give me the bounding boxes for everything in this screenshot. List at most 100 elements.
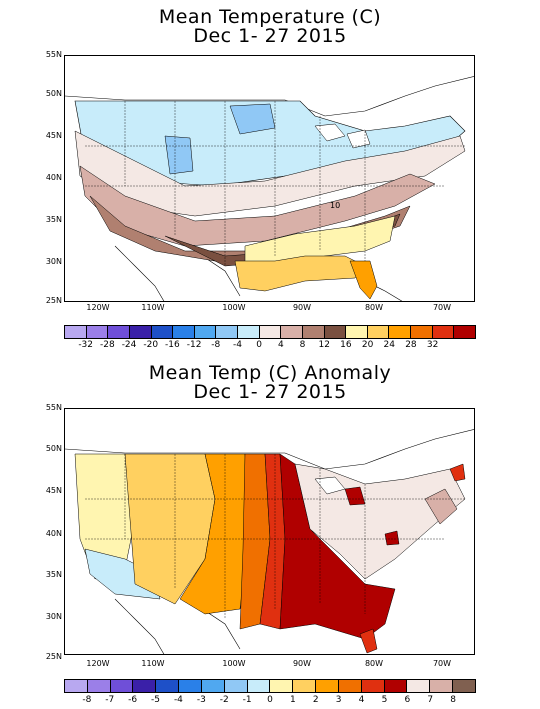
colorbar-swatch	[87, 680, 111, 692]
colorbar-label: -12	[186, 340, 202, 350]
colorbar-label: -24	[121, 340, 137, 350]
panel2-lon-100w: 100W	[222, 659, 246, 668]
colorbar-label: -16	[165, 340, 180, 350]
panel1-lat-50n: 50N	[45, 89, 62, 98]
panel2-lat-40n: 40N	[45, 529, 62, 538]
colorbar-label: 16	[340, 340, 352, 350]
colorbar-swatch	[384, 680, 408, 692]
panel2-lat-35n: 35N	[45, 570, 62, 579]
panel1-lon-90w: 90W	[292, 303, 312, 312]
temperature-colorbar-labels: -32 -28 -24 -20 -16 -12 -8 -4 0 4 8 12 16 20 24 28 32	[0, 341, 540, 353]
colorbar-swatch	[247, 680, 271, 692]
colorbar-label: -2	[219, 695, 229, 705]
colorbar-label: 4	[277, 340, 284, 350]
colorbar-swatch	[216, 326, 238, 338]
panel1-lon-80w: 80W	[364, 303, 384, 312]
colorbar-label: -4	[173, 695, 183, 705]
colorbar-swatch	[259, 326, 282, 338]
colorbar-swatch	[224, 680, 248, 692]
panel1-lat-40n: 40N	[45, 173, 62, 182]
colorbar-label: 12	[318, 340, 330, 350]
panel1-lat-25n: 25N	[45, 296, 62, 305]
colorbar-swatch	[281, 326, 303, 338]
panel2-lat-55n: 55N	[45, 403, 62, 412]
colorbar-label: 8	[299, 340, 306, 350]
colorbar-swatch	[201, 680, 225, 692]
panel1-lat-45n: 45N	[45, 131, 62, 140]
panel2-lon-90w: 90W	[292, 659, 312, 668]
colorbar-swatch	[454, 326, 475, 338]
colorbar-label: -7	[105, 695, 115, 705]
colorbar-label: -1	[242, 695, 252, 705]
colorbar-label: -4	[232, 340, 242, 350]
panel2-title-line2: Dec 1- 27 2015	[193, 381, 347, 403]
colorbar-swatch	[316, 680, 339, 692]
colorbar-swatch	[173, 326, 195, 338]
colorbar-label: -6	[128, 695, 138, 705]
panel1-title-line1: Mean Temperature (C)	[158, 6, 382, 28]
panel2-lat-25n: 25N	[45, 652, 62, 661]
panel2-lon-80w: 80W	[364, 659, 384, 668]
colorbar-swatch	[194, 326, 217, 338]
temperature-colorbar	[64, 325, 476, 339]
anomaly-colorbar-labels: -8 -7 -6 -5 -4 -3 -2 -1 0 1 2 3 4 5 6 7 8	[0, 696, 540, 708]
panel1-lon-110w: 110W	[141, 303, 165, 312]
colorbar-label: 1	[290, 695, 296, 705]
colorbar-swatch	[432, 326, 455, 338]
colorbar-swatch	[430, 680, 454, 692]
panel1-lon-120w: 120W	[86, 303, 110, 312]
colorbar-swatch	[367, 326, 390, 338]
colorbar-label: 5	[381, 695, 388, 705]
colorbar-swatch	[361, 680, 385, 692]
colorbar-swatch	[324, 326, 347, 338]
colorbar-swatch	[65, 680, 88, 692]
colorbar-label: 2	[312, 695, 319, 705]
colorbar-swatch	[86, 326, 109, 338]
panel2-lon-70w: 70W	[432, 659, 452, 668]
colorbar-label: -28	[100, 340, 115, 350]
colorbar-label: -8	[211, 340, 221, 350]
panel1-lon-70w: 70W	[432, 303, 452, 312]
colorbar-swatch	[453, 680, 475, 692]
colorbar-swatch	[338, 680, 362, 692]
contour-label: 10	[330, 201, 340, 210]
colorbar-label: 8	[450, 695, 456, 705]
colorbar-label: -5	[151, 695, 161, 705]
colorbar-label: 3	[335, 695, 342, 705]
panel1-lat-35n: 35N	[45, 215, 62, 224]
colorbar-swatch	[270, 680, 294, 692]
temperature-anomaly-map-svg	[65, 429, 474, 654]
panel2-title-line1: Mean Temp (C) Anomaly	[148, 362, 392, 384]
colorbar-label: 7	[427, 695, 434, 705]
colorbar-swatch	[151, 326, 174, 338]
colorbar-swatch	[302, 326, 325, 338]
panel2-lat-50n: 50N	[45, 444, 62, 453]
colorbar-swatch	[110, 680, 134, 692]
colorbar-label: 20	[361, 340, 374, 350]
panel1-lat-55n: 55N	[45, 50, 62, 59]
colorbar-label: 32	[426, 340, 439, 350]
colorbar-swatch	[389, 326, 411, 338]
colorbar-label: -20	[143, 340, 159, 350]
colorbar-label: 4	[358, 695, 365, 705]
mean-temperature-map: 10	[64, 55, 475, 302]
colorbar-label: -8	[82, 695, 92, 705]
colorbar-swatch	[108, 326, 130, 338]
colorbar-swatch	[133, 680, 157, 692]
anomaly-colorbar	[64, 679, 476, 693]
colorbar-label: 6	[404, 695, 411, 705]
colorbar-label: 24	[383, 340, 395, 350]
panel1-title-line2: Dec 1- 27 2015	[193, 25, 347, 47]
colorbar-label: 0	[256, 340, 263, 350]
colorbar-label: -32	[78, 340, 94, 350]
colorbar-swatch	[411, 326, 433, 338]
panel2-lon-110w: 110W	[141, 659, 165, 668]
colorbar-label: -3	[196, 695, 206, 705]
colorbar-swatch	[346, 326, 368, 338]
colorbar-swatch	[293, 680, 317, 692]
mean-temperature-map-svg: 10	[65, 76, 474, 301]
colorbar-swatch	[179, 680, 202, 692]
colorbar-label: 0	[267, 695, 273, 705]
panel2-lat-45n: 45N	[45, 486, 62, 495]
colorbar-swatch	[407, 680, 431, 692]
